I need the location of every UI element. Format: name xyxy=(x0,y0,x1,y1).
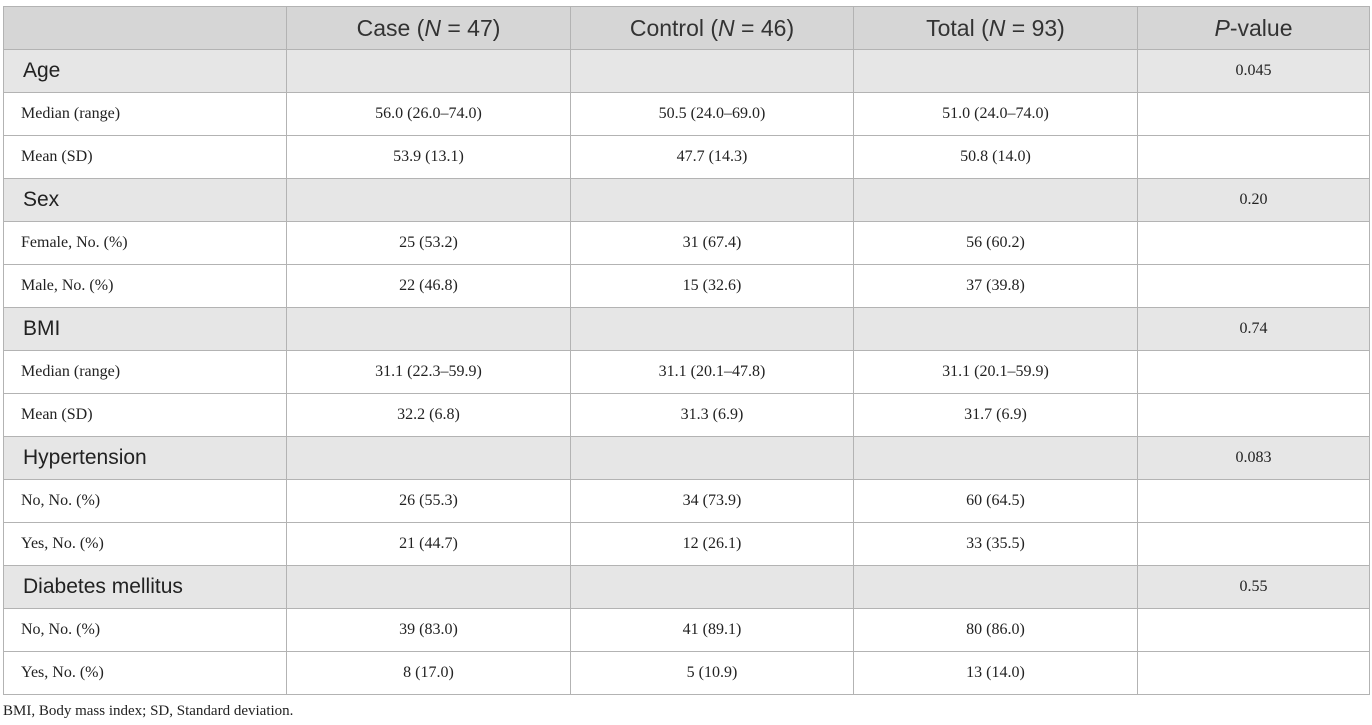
p-value-cell xyxy=(1137,479,1370,523)
case-cell: 21 (44.7) xyxy=(286,522,571,566)
table-row: Female, No. (%) 25 (53.2) 31 (67.4) 56 (… xyxy=(3,221,1370,265)
table-row: No, No. (%) 39 (83.0) 41 (89.1) 80 (86.0… xyxy=(3,608,1370,652)
case-cell: 32.2 (6.8) xyxy=(286,393,571,437)
section-p-value: 0.74 xyxy=(1137,307,1370,351)
section-p-value: 0.20 xyxy=(1137,178,1370,222)
header-empty-cell xyxy=(3,6,287,50)
control-cell: 15 (32.6) xyxy=(570,264,854,308)
row-label: Median (range) xyxy=(3,350,287,394)
row-label: No, No. (%) xyxy=(3,608,287,652)
total-cell: 56 (60.2) xyxy=(853,221,1138,265)
control-cell: 31.3 (6.9) xyxy=(570,393,854,437)
total-cell: 31.7 (6.9) xyxy=(853,393,1138,437)
case-cell: 22 (46.8) xyxy=(286,264,571,308)
table-row: No, No. (%) 26 (55.3) 34 (73.9) 60 (64.5… xyxy=(3,479,1370,523)
section-row-sex: Sex 0.20 xyxy=(3,178,1370,222)
total-cell: 50.8 (14.0) xyxy=(853,135,1138,179)
case-cell: 8 (17.0) xyxy=(286,651,571,695)
section-p-value: 0.55 xyxy=(1137,565,1370,609)
total-cell: 80 (86.0) xyxy=(853,608,1138,652)
control-cell: 47.7 (14.3) xyxy=(570,135,854,179)
case-cell: 53.9 (13.1) xyxy=(286,135,571,179)
row-label: Yes, No. (%) xyxy=(3,522,287,566)
p-value-cell xyxy=(1137,135,1370,179)
header-p-value: P-value xyxy=(1137,6,1370,50)
control-cell: 34 (73.9) xyxy=(570,479,854,523)
row-label: Yes, No. (%) xyxy=(3,651,287,695)
header-control: Control (N = 46) xyxy=(570,6,854,50)
row-label: Female, No. (%) xyxy=(3,221,287,265)
total-cell: 60 (64.5) xyxy=(853,479,1138,523)
p-value-cell xyxy=(1137,522,1370,566)
table-body: Age 0.045 Median (range) 56.0 (26.0–74.0… xyxy=(3,49,1370,695)
section-label: Hypertension xyxy=(3,436,287,480)
section-p-value: 0.045 xyxy=(1137,49,1370,93)
section-label: Sex xyxy=(3,178,287,222)
row-label: Mean (SD) xyxy=(3,393,287,437)
section-label: BMI xyxy=(3,307,287,351)
section-row-diabetes: Diabetes mellitus 0.55 xyxy=(3,565,1370,609)
table-footnote: BMI, Body mass index; SD, Standard devia… xyxy=(3,703,294,719)
total-cell: 37 (39.8) xyxy=(853,264,1138,308)
table-row: Mean (SD) 32.2 (6.8) 31.3 (6.9) 31.7 (6.… xyxy=(3,393,1370,437)
case-cell: 39 (83.0) xyxy=(286,608,571,652)
section-label: Age xyxy=(3,49,287,93)
p-value-cell xyxy=(1137,393,1370,437)
section-row-age: Age 0.045 xyxy=(3,49,1370,93)
p-value-cell xyxy=(1137,608,1370,652)
row-label: No, No. (%) xyxy=(3,479,287,523)
total-cell: 33 (35.5) xyxy=(853,522,1138,566)
demographics-table: Case (N = 47) Control (N = 46) Total (N … xyxy=(3,6,1370,695)
section-label: Diabetes mellitus xyxy=(3,565,287,609)
p-value-cell xyxy=(1137,350,1370,394)
section-p-value: 0.083 xyxy=(1137,436,1370,480)
total-cell: 13 (14.0) xyxy=(853,651,1138,695)
p-value-cell xyxy=(1137,651,1370,695)
p-value-cell xyxy=(1137,221,1370,265)
table-row: Mean (SD) 53.9 (13.1) 47.7 (14.3) 50.8 (… xyxy=(3,135,1370,179)
control-cell: 41 (89.1) xyxy=(570,608,854,652)
control-cell: 12 (26.1) xyxy=(570,522,854,566)
table-row: Median (range) 31.1 (22.3–59.9) 31.1 (20… xyxy=(3,350,1370,394)
total-cell: 31.1 (20.1–59.9) xyxy=(853,350,1138,394)
table-row: Male, No. (%) 22 (46.8) 15 (32.6) 37 (39… xyxy=(3,264,1370,308)
row-label: Median (range) xyxy=(3,92,287,136)
case-cell: 26 (55.3) xyxy=(286,479,571,523)
table-row: Median (range) 56.0 (26.0–74.0) 50.5 (24… xyxy=(3,92,1370,136)
section-row-bmi: BMI 0.74 xyxy=(3,307,1370,351)
header-case: Case (N = 47) xyxy=(286,6,571,50)
case-cell: 31.1 (22.3–59.9) xyxy=(286,350,571,394)
table-header-row: Case (N = 47) Control (N = 46) Total (N … xyxy=(3,6,1370,50)
p-value-cell xyxy=(1137,264,1370,308)
control-cell: 5 (10.9) xyxy=(570,651,854,695)
row-label: Male, No. (%) xyxy=(3,264,287,308)
control-cell: 31 (67.4) xyxy=(570,221,854,265)
control-cell: 50.5 (24.0–69.0) xyxy=(570,92,854,136)
case-cell: 56.0 (26.0–74.0) xyxy=(286,92,571,136)
section-row-hypertension: Hypertension 0.083 xyxy=(3,436,1370,480)
case-cell: 25 (53.2) xyxy=(286,221,571,265)
header-total: Total (N = 93) xyxy=(853,6,1138,50)
table-row: Yes, No. (%) 21 (44.7) 12 (26.1) 33 (35.… xyxy=(3,522,1370,566)
total-cell: 51.0 (24.0–74.0) xyxy=(853,92,1138,136)
row-label: Mean (SD) xyxy=(3,135,287,179)
table-row: Yes, No. (%) 8 (17.0) 5 (10.9) 13 (14.0) xyxy=(3,651,1370,695)
control-cell: 31.1 (20.1–47.8) xyxy=(570,350,854,394)
p-value-cell xyxy=(1137,92,1370,136)
